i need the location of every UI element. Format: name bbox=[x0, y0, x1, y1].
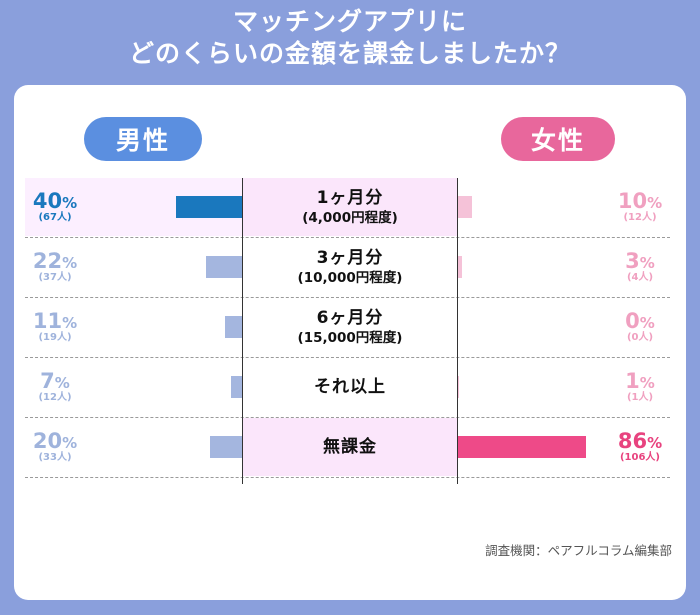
male-cell: 22% (37人) bbox=[25, 238, 243, 296]
chart-row: 20% (33人) 無課金 86% (106人) bbox=[25, 418, 670, 478]
male-cell: 7% (12人) bbox=[25, 358, 243, 416]
title-line-1: マッチングアプリに bbox=[232, 7, 467, 36]
female-value-label: 3% (4人) bbox=[625, 249, 655, 283]
category-label: 6ヶ月分 (15,000円程度) bbox=[297, 308, 403, 346]
category-cell: 6ヶ月分 (15,000円程度) bbox=[243, 298, 457, 356]
male-axis-line bbox=[242, 178, 243, 484]
female-cell: 3% (4人) bbox=[457, 238, 670, 296]
female-cell: 10% (12人) bbox=[457, 178, 670, 236]
male-legend: 男性 bbox=[84, 117, 202, 161]
source-note: 調査機関：ペアフルコラム編集部 bbox=[485, 543, 672, 558]
female-value-label: 0% (0人) bbox=[625, 309, 655, 343]
category-cell: それ以上 bbox=[243, 358, 457, 416]
male-bar bbox=[176, 196, 243, 218]
female-value-label: 86% (106人) bbox=[617, 429, 663, 463]
chart-row: 7% (12人) それ以上 1% (1人) bbox=[25, 358, 670, 418]
male-bar bbox=[231, 376, 243, 398]
male-value-label: 40% (67人) bbox=[32, 189, 78, 223]
male-bar bbox=[206, 256, 243, 278]
female-legend: 女性 bbox=[501, 117, 615, 161]
male-cell: 40% (67人) bbox=[25, 178, 243, 236]
male-bar bbox=[209, 436, 243, 458]
female-value-label: 1% (1人) bbox=[625, 369, 655, 403]
female-cell: 0% (0人) bbox=[457, 298, 670, 356]
category-cell: 1ヶ月分 (4,000円程度) bbox=[243, 178, 457, 236]
category-cell: 無課金 bbox=[243, 418, 457, 476]
chart-row: 22% (37人) 3ヶ月分 (10,000円程度) 3% (4人) bbox=[25, 238, 670, 298]
female-bar bbox=[457, 196, 472, 218]
chart-card bbox=[14, 85, 686, 600]
title-line-2: どのくらいの金額を課金しましたか？ bbox=[128, 39, 571, 68]
male-value-label: 20% (33人) bbox=[32, 429, 78, 463]
female-cell: 1% (1人) bbox=[457, 358, 670, 416]
female-bar bbox=[457, 256, 462, 278]
category-label: 1ヶ月分 (4,000円程度) bbox=[302, 188, 398, 226]
male-value-label: 7% (12人) bbox=[38, 369, 72, 403]
category-label: それ以上 bbox=[314, 377, 386, 397]
female-bar bbox=[457, 436, 586, 458]
male-value-label: 22% (37人) bbox=[32, 249, 78, 283]
male-value-label: 11% (19人) bbox=[32, 309, 78, 343]
male-cell: 11% (19人) bbox=[25, 298, 243, 356]
category-label: 3ヶ月分 (10,000円程度) bbox=[297, 248, 403, 286]
female-value-label: 10% (12人) bbox=[617, 189, 663, 223]
male-cell: 20% (33人) bbox=[25, 418, 243, 476]
chart-row: 11% (19人) 6ヶ月分 (15,000円程度) 0% (0人) bbox=[25, 298, 670, 358]
female-axis-line bbox=[457, 178, 458, 484]
female-cell: 86% (106人) bbox=[457, 418, 670, 476]
category-cell: 3ヶ月分 (10,000円程度) bbox=[243, 238, 457, 296]
chart-title: マッチングアプリに どのくらいの金額を課金しましたか？ bbox=[0, 6, 700, 70]
category-label: 無課金 bbox=[323, 437, 377, 457]
chart-row: 40% (67人) 1ヶ月分 (4,000円程度) 10% (12人) bbox=[25, 178, 670, 238]
male-bar bbox=[224, 316, 243, 338]
